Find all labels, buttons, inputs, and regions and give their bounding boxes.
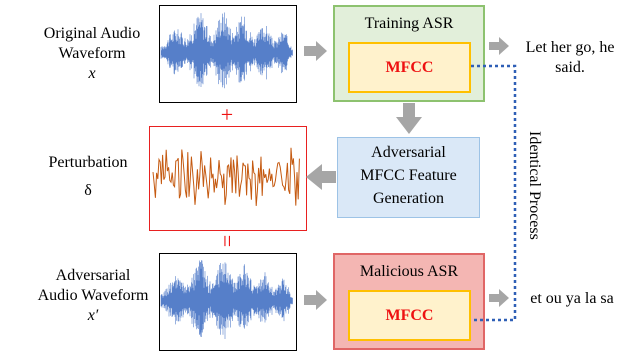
equals-operator: = xyxy=(215,234,240,248)
training-output: Let her go, he said. xyxy=(505,38,632,78)
generation-line3: Generation xyxy=(372,190,445,207)
perturbation-waveform-plot xyxy=(152,147,300,206)
training-mfcc-box: MFCC xyxy=(348,42,471,93)
arrow-original-to-training xyxy=(304,41,327,61)
waveform-trace xyxy=(160,12,293,89)
perturbation-trace xyxy=(152,147,300,206)
malicious-output: et ou ya la sa xyxy=(530,290,614,307)
malicious-asr-title: Malicious ASR xyxy=(359,263,459,280)
waveform-trace xyxy=(160,260,293,339)
malicious-asr-box: Malicious ASR MFCC xyxy=(333,253,485,350)
original-waveform xyxy=(159,5,297,103)
arrow-adversarial-to-malicious xyxy=(304,290,327,310)
training-output-line2: said. xyxy=(555,59,585,76)
adversarial-waveform xyxy=(159,253,297,351)
adversarial-audio-line1: Adversarial xyxy=(55,267,131,284)
malicious-mfcc-box: MFCC xyxy=(348,290,471,341)
original-audio-line2: Waveform xyxy=(58,45,126,62)
original-audio-line1: Original Audio xyxy=(43,25,141,42)
plus-operator: + xyxy=(220,102,234,127)
training-asr-title: Training ASR xyxy=(364,15,454,32)
original-audio-label: Original Audio Waveform x xyxy=(22,24,162,84)
adversarial-generation-box: Adversarial MFCC Feature Generation xyxy=(337,137,480,218)
perturbation-line1: Perturbation xyxy=(48,154,128,171)
arrow-training-to-generation xyxy=(396,103,422,134)
arrow-malicious-to-output xyxy=(489,289,509,307)
adversarial-waveform-plot xyxy=(160,260,293,339)
training-asr-box: Training ASR MFCC xyxy=(333,5,485,102)
original-audio-symbol: x xyxy=(88,65,96,82)
generation-line2: MFCC Feature xyxy=(360,167,457,184)
training-output-line1: Let her go, he xyxy=(525,39,615,56)
original-waveform-plot xyxy=(160,12,293,89)
adversarial-audio-label: Adversarial Audio Waveform x′ xyxy=(18,266,168,326)
adversarial-audio-line2: Audio Waveform xyxy=(37,287,149,304)
perturbation-label: Perturbation δ xyxy=(28,153,148,201)
identical-process-label: Identical Process xyxy=(526,130,543,240)
arrow-generation-to-perturbation xyxy=(306,164,336,190)
adversarial-audio-symbol: x′ xyxy=(87,307,99,324)
generation-line1: Adversarial xyxy=(371,144,446,161)
perturbation-symbol: δ xyxy=(84,182,92,199)
perturbation-waveform xyxy=(149,126,307,231)
